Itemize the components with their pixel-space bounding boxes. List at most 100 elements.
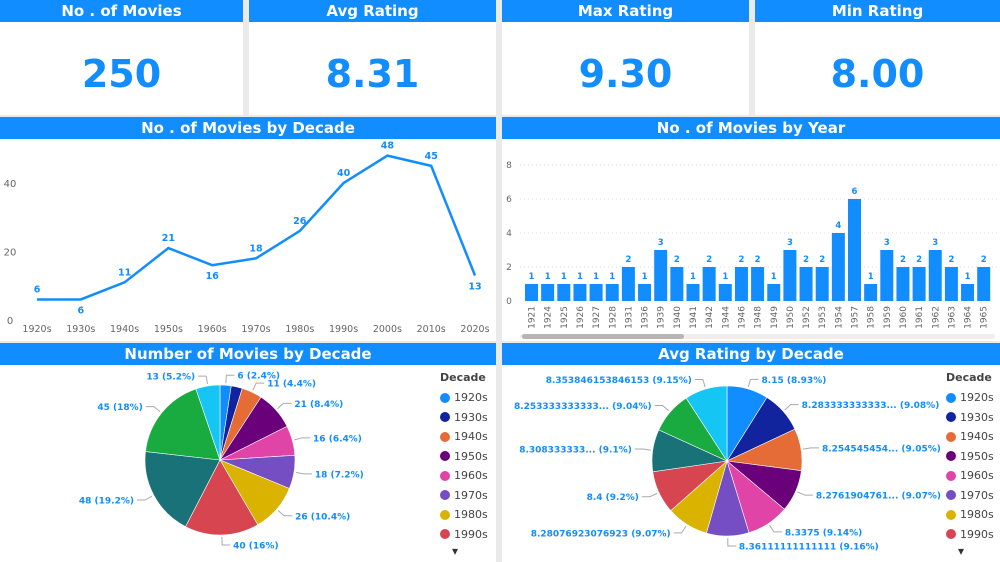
legend-item[interactable]: 1920s — [440, 388, 488, 408]
legend-label: 1980s — [960, 508, 994, 522]
data-label: 1 — [642, 272, 648, 282]
data-label: 40 (16%) — [233, 541, 278, 551]
leader-line — [727, 537, 736, 547]
data-label: 1 — [690, 272, 696, 282]
bar — [734, 267, 748, 301]
scrollbar-thumb — [522, 334, 684, 339]
pie-slice — [685, 385, 728, 463]
x-tick-label: 1931 — [624, 306, 634, 329]
kpi-card-avg: Avg Rating 8.31 — [249, 0, 496, 115]
legend-item[interactable]: 1950s — [946, 447, 994, 467]
data-label: 13 (5.2%) — [146, 373, 195, 383]
x-tick-label: 1964 — [964, 306, 974, 329]
data-label: 8.353846153846153 (9.15%) — [546, 376, 692, 386]
data-label: 2 — [674, 255, 680, 265]
data-label: 26 (10.4%) — [295, 512, 350, 522]
kpi-card-max: Max Rating 9.30 — [502, 0, 749, 115]
bar — [928, 250, 942, 301]
legend-item[interactable]: 1930s — [440, 408, 488, 428]
pie-count-card: Number of Movies by Decade 6 (2.4%) 11 (4… — [0, 343, 496, 562]
data-label: 26 — [293, 216, 307, 227]
legend-item[interactable]: 1980s — [440, 505, 488, 525]
legend-scroll-down-icon[interactable]: ▾ — [957, 544, 964, 558]
data-label: 2 — [625, 255, 631, 265]
data-label: 8.28076923076923 (9.07%) — [531, 529, 671, 539]
x-tick-label: 2000s — [373, 324, 402, 335]
leader-line — [252, 382, 265, 391]
legend-item[interactable]: 1930s — [946, 408, 994, 428]
kpi-value: 8.00 — [830, 52, 925, 96]
legend: Decade 1920s 1930s 1940s 1950s 1960s 1970s 1980… — [440, 371, 488, 558]
leader-line — [769, 524, 782, 533]
legend-item[interactable]: 1920s — [946, 388, 994, 408]
x-tick-label: 1939 — [657, 306, 667, 329]
legend-dot-icon — [440, 529, 450, 540]
legend-item[interactable]: 1990s — [440, 525, 488, 545]
data-label: 2 — [738, 255, 744, 265]
data-label: 48 — [381, 141, 395, 152]
data-label: 1 — [868, 272, 874, 282]
data-label: 8.4 (9.2%) — [587, 493, 639, 503]
legend-dot-icon — [946, 431, 956, 442]
legend-item[interactable]: 1990s — [946, 525, 994, 545]
data-label: 3 — [884, 238, 890, 248]
legend-item[interactable]: 1980s — [946, 505, 994, 525]
legend-label: 1940s — [454, 430, 488, 444]
legend-item[interactable]: 1950s — [440, 447, 488, 467]
bar — [654, 250, 668, 301]
y-tick-label: 4 — [506, 229, 512, 239]
pie-slice — [195, 384, 221, 461]
x-tick-label: 1926 — [576, 306, 586, 329]
legend-label: 1950s — [960, 449, 994, 463]
legend-item[interactable]: 1970s — [946, 486, 994, 506]
y-tick-label: 0 — [506, 297, 512, 307]
x-tick-label: 1952 — [802, 306, 812, 329]
x-tick-label: 1924 — [544, 306, 554, 329]
bar — [525, 284, 538, 301]
bar — [718, 284, 732, 301]
data-label: 16 — [206, 271, 220, 282]
x-tick-label: 1948 — [754, 306, 764, 329]
legend-item[interactable]: 1960s — [440, 466, 488, 486]
x-tick-label: 1961 — [915, 306, 925, 329]
bar — [767, 284, 781, 301]
data-label: 8.283333333333... (9.08%) — [802, 401, 940, 411]
legend-dot-icon — [440, 392, 450, 403]
x-tick-label: 1944 — [721, 306, 731, 329]
x-tick-label: 1927 — [592, 306, 602, 329]
data-label: 2 — [900, 255, 906, 265]
y-tick-label: 0 — [7, 316, 13, 327]
legend-item[interactable]: 1970s — [440, 486, 488, 506]
legend-label: 1970s — [960, 488, 994, 502]
x-tick-label: 1957 — [851, 306, 861, 329]
leader-line — [673, 525, 687, 534]
bar — [848, 199, 861, 301]
legend-scroll-down-icon[interactable]: ▾ — [451, 544, 458, 558]
data-label: 1 — [577, 272, 583, 282]
bar — [961, 284, 975, 301]
bar-chart: 0 2 4 6 8 1 1921 1 1924 1 1925 1 1926 1 1927 1 1928 2 1931… — [506, 161, 997, 339]
kpi-title: Max Rating — [502, 0, 749, 22]
data-label: 16 (6.4%) — [313, 434, 362, 444]
legend-item[interactable]: 1960s — [946, 466, 994, 486]
data-label: 2 — [948, 255, 954, 265]
data-label: 8.36111111111111 (9.16%) — [739, 542, 879, 552]
leader-line — [654, 404, 670, 412]
bar — [977, 267, 991, 301]
chart-title: No . of Movies by Year — [502, 117, 1000, 139]
x-tick-label: 1965 — [980, 306, 990, 329]
legend-dot-icon — [440, 431, 450, 442]
legend-item[interactable]: 1940s — [946, 427, 994, 447]
legend-item[interactable]: 1940s — [440, 427, 488, 447]
kpi-title: No . of Movies — [0, 0, 243, 22]
x-tick-label: 1921 — [528, 306, 538, 329]
pie-chart-count: 6 (2.4%)11 (4.4%) 21 (8.4%) 16 (6.4%) 18 (7… — [79, 372, 364, 552]
x-tick-label: 1941 — [689, 306, 699, 329]
legend-dot-icon — [946, 490, 956, 501]
data-label: 4 — [835, 221, 841, 231]
data-label: 1 — [965, 272, 971, 282]
x-tick-label: 1960s — [198, 324, 227, 335]
data-label: 1 — [609, 272, 615, 282]
x-tick-label: 1963 — [947, 306, 957, 329]
data-label: 6 — [852, 187, 858, 197]
